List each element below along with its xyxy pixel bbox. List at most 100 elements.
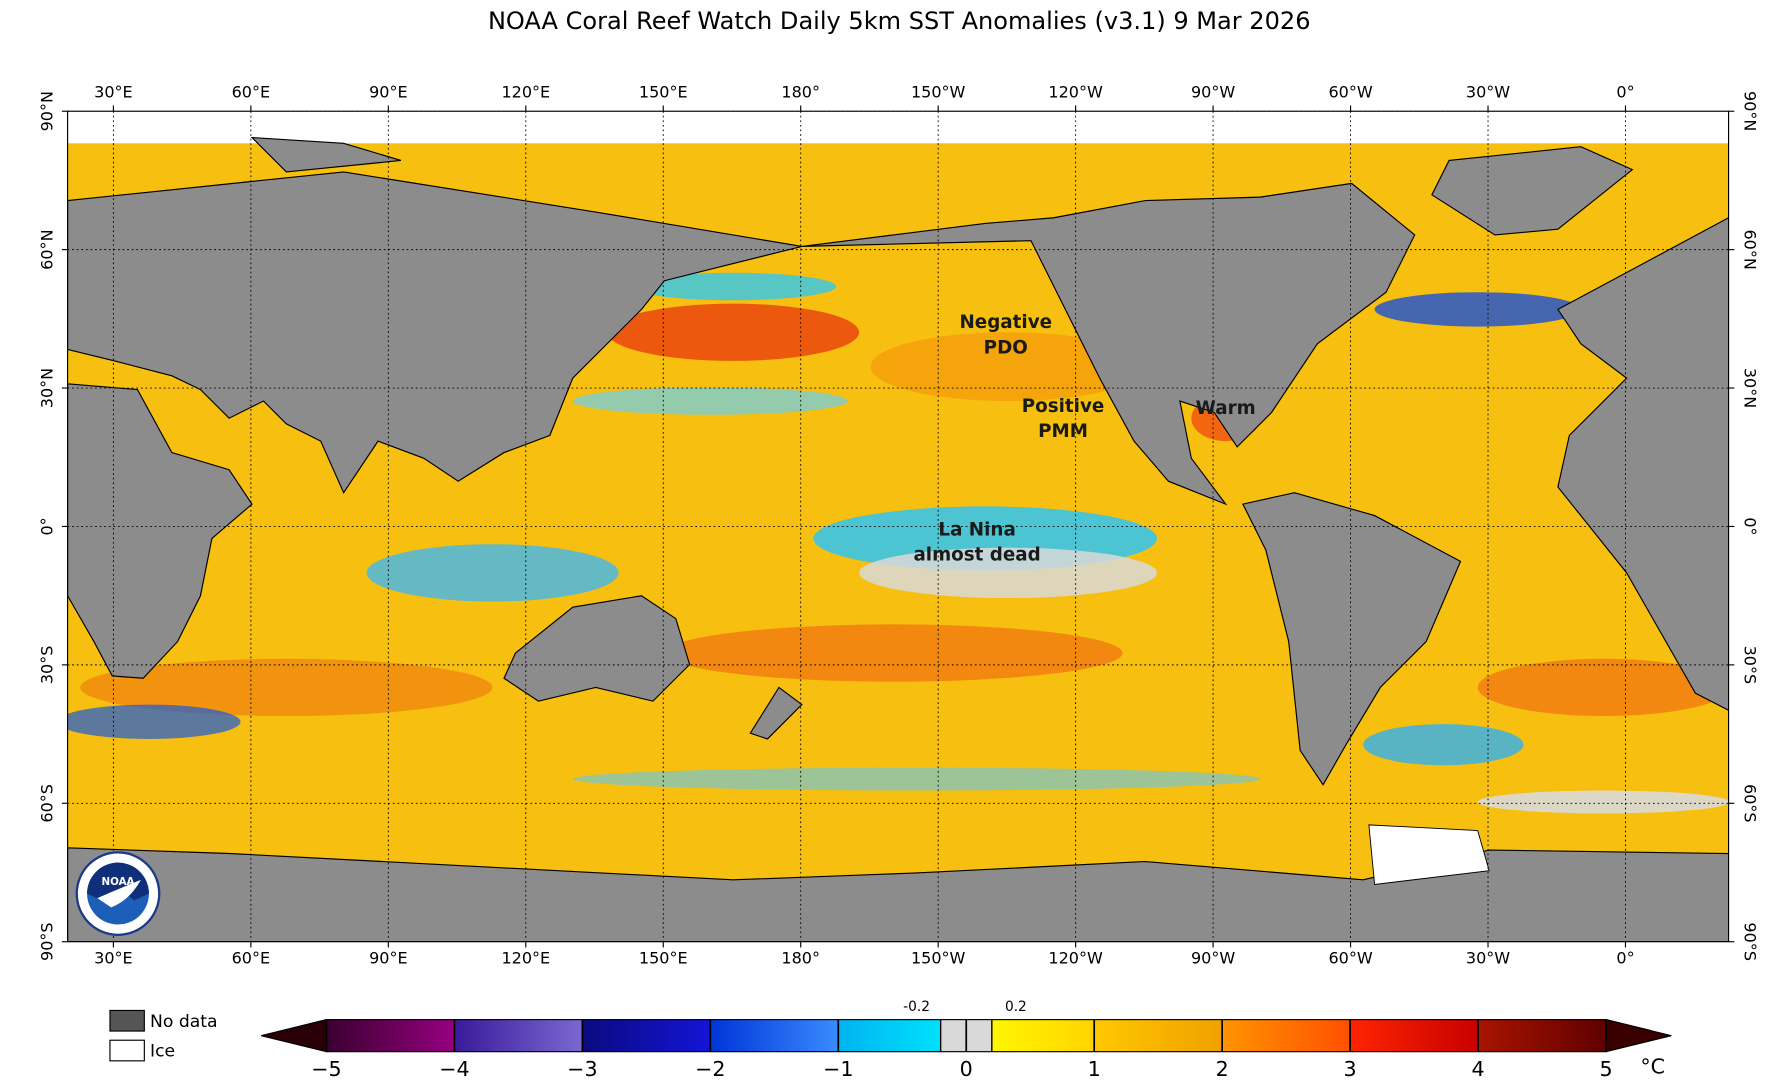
logo-bird xyxy=(97,879,141,908)
map-area: Negative PDO Positive PMM Warm La Nina almost … xyxy=(67,111,1729,942)
x-tick-label: 60°W xyxy=(1328,948,1372,967)
colorbar-tick-label: −2 xyxy=(695,1057,725,1081)
x-tick-label: 180° xyxy=(781,948,820,967)
y-tick-label: 0° xyxy=(38,517,57,535)
annotation: Warm xyxy=(1196,398,1256,419)
x-tick-label: 180° xyxy=(781,82,820,101)
x-tick-label: 0° xyxy=(1616,82,1634,101)
annotation: Positive xyxy=(1022,396,1105,417)
legend-label: No data xyxy=(150,1012,218,1032)
colorbar-segment xyxy=(1350,1019,1479,1052)
colorbar-tick-label: 4 xyxy=(1471,1057,1484,1081)
y-tick-label: 90°S xyxy=(38,922,57,961)
x-tick-label: 60°W xyxy=(1328,82,1372,101)
y-tick-label: 60°S xyxy=(1741,784,1760,823)
y-tick-label: 30°N xyxy=(1741,368,1760,408)
colorbar-minor-label: 0.2 xyxy=(1005,999,1027,1015)
arctic-ice xyxy=(67,111,1729,144)
x-tick-label: 60°E xyxy=(232,82,271,101)
legend-swatch xyxy=(109,1039,145,1062)
colorbar-segment xyxy=(326,1019,455,1052)
colorbar-tick-label: 2 xyxy=(1216,1057,1229,1081)
colorbar-over xyxy=(1605,1018,1672,1053)
y-tick-label: 60°N xyxy=(1741,229,1760,269)
grid xyxy=(67,111,1729,942)
annotation: PMM xyxy=(1038,421,1088,442)
colorbar-segment xyxy=(1222,1019,1351,1052)
europe-africa-east xyxy=(1557,217,1729,711)
x-tick-label: 150°W xyxy=(911,82,966,101)
annotation: almost dead xyxy=(913,545,1040,566)
annotation: Negative xyxy=(959,312,1052,333)
colorbar-segment xyxy=(710,1019,839,1052)
x-tick-label: 120°E xyxy=(501,82,550,101)
legend-label: Ice xyxy=(150,1042,175,1062)
colorbar-under xyxy=(261,1018,328,1053)
x-tick-label: 120°W xyxy=(1048,948,1103,967)
y-tick-label: 0° xyxy=(1741,517,1760,535)
greenland xyxy=(1431,146,1634,236)
noaa-logo: NOAA xyxy=(75,851,161,936)
x-tick-label: 30°E xyxy=(94,82,133,101)
colorbar-segment xyxy=(1478,1019,1607,1052)
colorbar-tick-label: −3 xyxy=(567,1057,597,1081)
colorbar-unit: °C xyxy=(1640,1055,1665,1079)
ice-shelf xyxy=(1368,824,1490,885)
north-america xyxy=(801,182,1416,506)
y-tick-label: 30°S xyxy=(1741,646,1760,685)
y-tick-label: 90°N xyxy=(1741,91,1760,131)
colorbar-tick-label: −5 xyxy=(311,1057,341,1081)
legend-swatch xyxy=(109,1009,145,1032)
x-tick-label: 90°W xyxy=(1191,948,1235,967)
x-tick-label: 0° xyxy=(1616,948,1634,967)
y-tick-label: 30°S xyxy=(38,646,57,685)
y-tick-label: 60°S xyxy=(38,784,57,823)
axes: 30°E 30°E 60°E 60°E 90°E 90°E 120°E 120°E 150°E 1… xyxy=(38,82,1760,967)
x-tick-label: 90°E xyxy=(369,82,408,101)
x-tick-label: 90°W xyxy=(1191,82,1235,101)
antarctica xyxy=(67,847,1729,942)
y-tick-label: 90°S xyxy=(1741,922,1760,961)
south-america xyxy=(1242,492,1462,786)
annotation: PDO xyxy=(984,337,1028,358)
colorbar-tick-label: −1 xyxy=(823,1057,853,1081)
australia xyxy=(503,595,691,702)
y-tick-label: 30°N xyxy=(38,368,57,408)
legend: No data Ice xyxy=(109,1009,218,1062)
eurasia xyxy=(67,171,802,494)
logo-text: NOAA xyxy=(101,876,134,888)
x-tick-label: 30°W xyxy=(1466,948,1510,967)
x-tick-label: 90°E xyxy=(369,948,408,967)
colorbar-segment xyxy=(1094,1019,1223,1052)
logo-sky xyxy=(87,862,149,901)
x-tick-label: 120°E xyxy=(501,948,550,967)
colorbar-tick-label: 0 xyxy=(960,1057,973,1081)
y-tick-label: 90°N xyxy=(38,91,57,131)
x-tick-label: 150°E xyxy=(639,82,688,101)
colorbar: −5 −4 −3 −2 −1 0 1 2 3 4 5 -0.2 0.2 °C xyxy=(261,999,1672,1081)
colorbar-segment xyxy=(454,1019,583,1052)
colorbar-tick-label: −4 xyxy=(439,1057,469,1081)
colorbar-tick-label: 1 xyxy=(1088,1057,1101,1081)
new-zealand xyxy=(749,686,803,740)
annotation: La Nina xyxy=(938,519,1015,540)
anomaly-patches xyxy=(67,234,1729,814)
x-tick-label: 150°W xyxy=(911,948,966,967)
land xyxy=(67,111,1729,942)
x-tick-label: 150°E xyxy=(639,948,688,967)
x-tick-label: 30°W xyxy=(1466,82,1510,101)
arctic-islands xyxy=(250,136,402,173)
annotations: Negative PDO Positive PMM Warm La Nina almost … xyxy=(913,312,1255,566)
x-tick-label: 60°E xyxy=(232,948,271,967)
y-tick-label: 60°N xyxy=(38,229,57,269)
x-tick-label: 30°E xyxy=(94,948,133,967)
colorbar-tick-label: 3 xyxy=(1344,1057,1357,1081)
x-tick-label: 120°W xyxy=(1048,82,1103,101)
title: NOAA Coral Reef Watch Daily 5km SST Anom… xyxy=(488,7,1311,35)
colorbar-minor-label: -0.2 xyxy=(903,999,930,1015)
colorbar-segment xyxy=(582,1019,711,1052)
africa xyxy=(67,383,253,679)
colorbar-tick-label: 5 xyxy=(1599,1057,1612,1081)
